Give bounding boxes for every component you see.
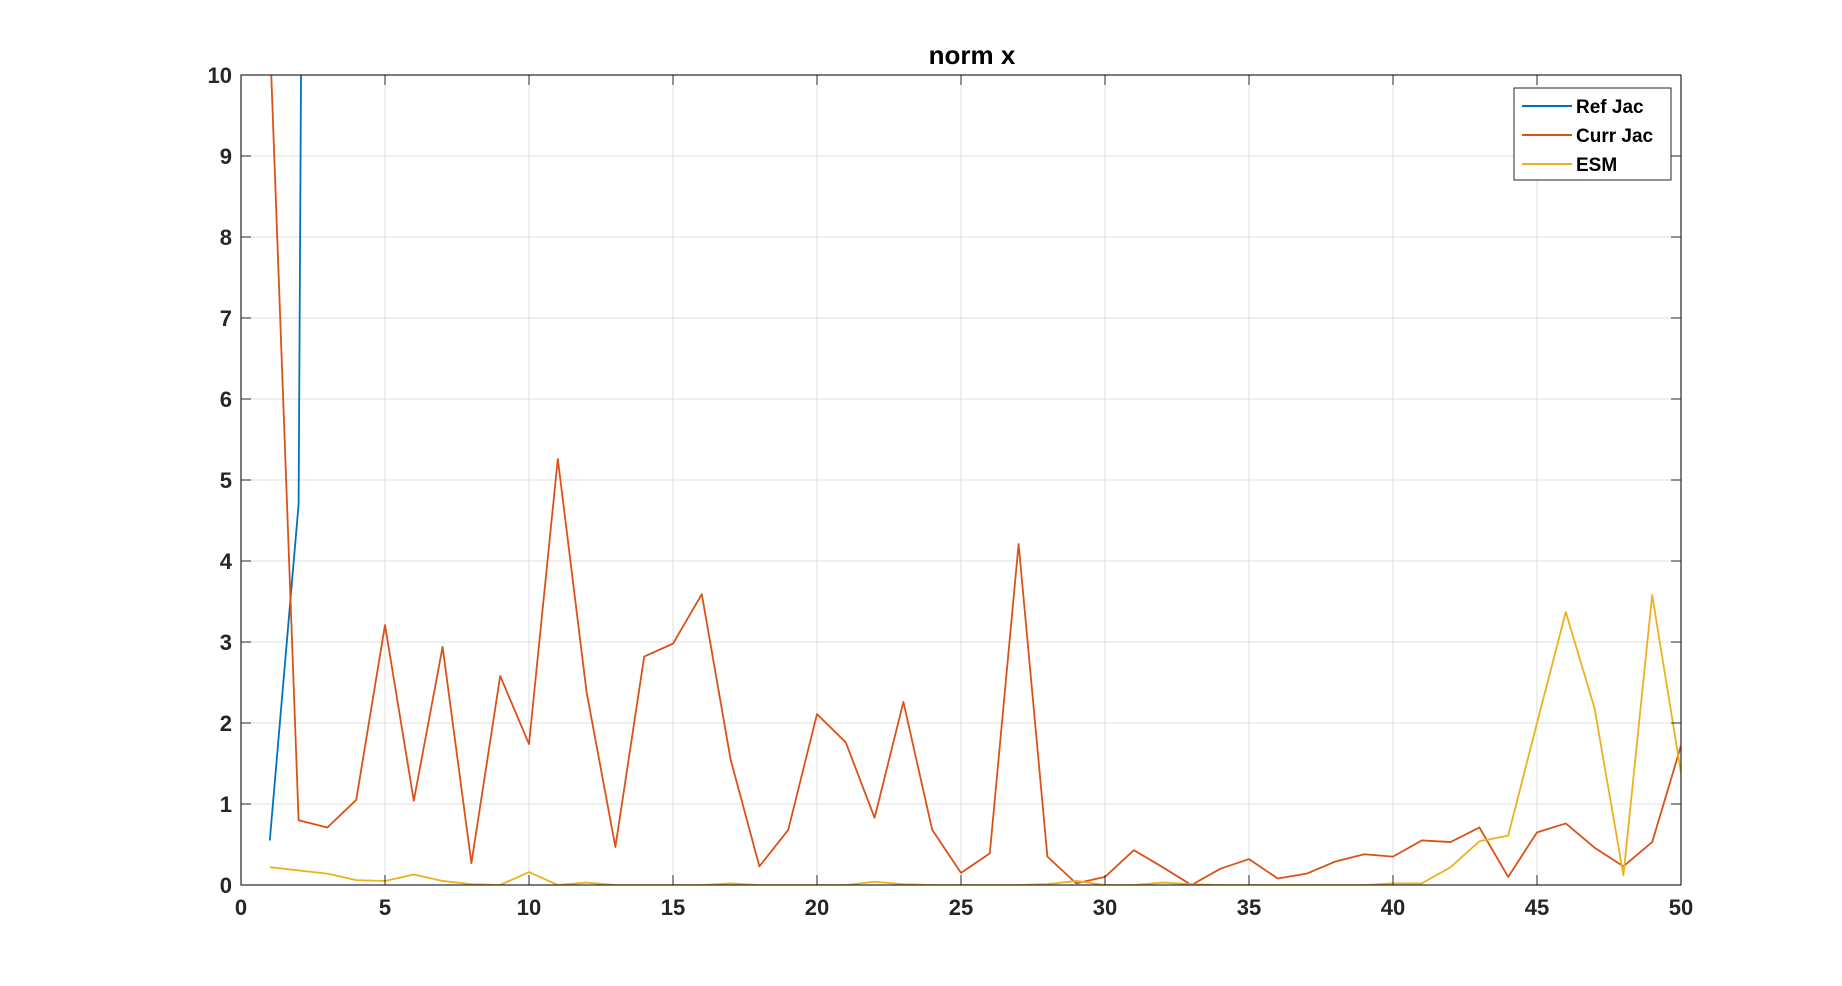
- y-tick-label: 7: [220, 306, 232, 331]
- series-line-ref-jac: [268, 75, 302, 841]
- x-tick-label: 40: [1381, 895, 1405, 920]
- series-lines: [268, 75, 1681, 885]
- series-line-esm: [269, 594, 1681, 885]
- y-tick-label: 5: [220, 468, 232, 493]
- y-tick-label: 4: [220, 549, 233, 574]
- y-tick-label: 10: [208, 63, 232, 88]
- y-tick-label: 9: [220, 144, 232, 169]
- x-tick-label: 45: [1525, 895, 1549, 920]
- x-tick-label: 30: [1093, 895, 1117, 920]
- x-tick-label: 15: [661, 895, 685, 920]
- x-tick-label: 25: [949, 895, 973, 920]
- chart-title: norm x: [929, 40, 1016, 70]
- legend-label: Curr Jac: [1576, 126, 1654, 147]
- x-tick-label: 0: [235, 895, 247, 920]
- legend-label: Ref Jac: [1576, 97, 1644, 118]
- y-tick-label: 6: [220, 387, 232, 412]
- y-tick-label: 1: [220, 792, 232, 817]
- x-tick-label: 35: [1237, 895, 1261, 920]
- x-tick-label: 50: [1669, 895, 1693, 920]
- grid-lines: [241, 75, 1681, 885]
- series-line-curr-jac: [270, 75, 1681, 885]
- legend-label: ESM: [1576, 155, 1617, 176]
- y-tick-label: 3: [220, 630, 232, 655]
- y-tick-label: 2: [220, 711, 232, 736]
- y-tick-label: 0: [220, 873, 232, 898]
- y-tick-label: 8: [220, 225, 232, 250]
- legend: Ref Jac Curr Jac ESM: [1513, 87, 1672, 181]
- x-tick-label: 20: [805, 895, 829, 920]
- x-tick-label: 10: [517, 895, 541, 920]
- x-tick-label: 5: [379, 895, 391, 920]
